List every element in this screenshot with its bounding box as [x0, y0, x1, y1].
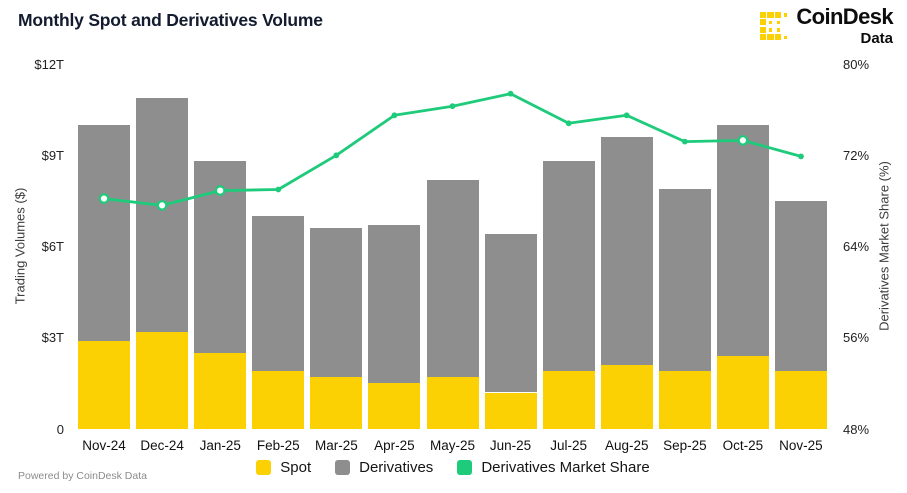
logo-pixel	[782, 26, 790, 34]
right-tick-56: 56%	[843, 330, 870, 346]
x-axis-label-Jan-25: Jan-25	[199, 438, 241, 453]
market-share-marker-Aug-25[interactable]	[623, 112, 630, 119]
bar-spot-Nov-25[interactable]	[775, 371, 827, 429]
bar-spot-Jul-25[interactable]	[542, 371, 595, 429]
market-share-marker-Dec-24[interactable]	[156, 200, 168, 211]
coindesk-pixel-c-icon	[759, 11, 789, 41]
left-tick-9T: $9T	[41, 147, 64, 163]
left-tick-6T: $6T	[41, 239, 64, 254]
logo-pixel	[782, 11, 790, 19]
logo-pixel	[759, 19, 767, 27]
right-axis-title: Derivatives Market Share (%)	[876, 161, 892, 331]
left-tick-3T: $3T	[41, 330, 64, 346]
bar-derivatives-May-25[interactable]	[426, 179, 479, 378]
brand-text: CoinDesk Data	[796, 4, 893, 47]
logo-pixel	[774, 11, 782, 19]
logo-pixel	[774, 26, 782, 34]
bar-derivatives-Oct-25[interactable]	[716, 124, 769, 356]
x-axis-label-May-25: May-25	[430, 438, 476, 453]
bar-spot-Oct-25[interactable]	[716, 356, 769, 429]
x-axis-label-Apr-25: Apr-25	[374, 438, 415, 453]
logo-pixel	[774, 34, 782, 42]
legend-label-market-share: Derivatives Market Share	[481, 459, 650, 476]
market-share-marker-Nov-25[interactable]	[798, 153, 804, 160]
brand-name: CoinDesk	[796, 4, 893, 29]
x-axis-label-Nov-25: Nov-25	[779, 438, 823, 453]
chart-title: Monthly Spot and Derivatives Volume	[18, 10, 323, 30]
logo-pixel	[767, 11, 775, 19]
market-share-marker-Mar-25[interactable]	[333, 152, 340, 159]
right-tick-48: 48%	[843, 421, 870, 437]
logo-pixel	[782, 19, 790, 27]
bar-derivatives-Jul-25[interactable]	[542, 161, 595, 372]
powered-by: Powered by CoinDesk Data	[18, 470, 147, 482]
bar-derivatives-Aug-25[interactable]	[600, 137, 653, 366]
market-share-marker-Jan-25[interactable]	[214, 185, 226, 196]
x-axis-label-Nov-24: Nov-24	[82, 438, 126, 453]
bar-derivatives-Feb-25[interactable]	[252, 216, 305, 372]
x-axis-label-Aug-25: Aug-25	[604, 438, 649, 453]
logo-pixel	[774, 19, 782, 27]
legend-item-market-share[interactable]: Derivatives Market Share	[457, 459, 650, 476]
legend-item-spot[interactable]: Spot	[256, 459, 311, 476]
bar-spot-Aug-25[interactable]	[600, 365, 653, 429]
market-share-marker-Sep-25[interactable]	[681, 138, 688, 145]
market-share-marker-Feb-25[interactable]	[275, 186, 282, 193]
bar-spot-Nov-24[interactable]	[78, 340, 130, 429]
spot-swatch-icon	[256, 460, 272, 475]
logo-pixel	[767, 34, 775, 42]
bar-spot-Sep-25[interactable]	[658, 371, 711, 429]
x-axis-label-Feb-25: Feb-25	[256, 438, 300, 453]
right-tick-64: 64%	[843, 239, 870, 254]
market-share-marker-Oct-25[interactable]	[737, 135, 749, 146]
market-share-marker-Nov-24[interactable]	[98, 193, 110, 204]
coindesk-logo[interactable]: CoinDesk Data	[759, 4, 894, 47]
legend: Spot Derivatives Derivatives Market Shar…	[75, 459, 831, 476]
bar-spot-Dec-24[interactable]	[136, 331, 189, 429]
x-axis-label-Oct-25: Oct-25	[722, 438, 764, 453]
right-tick-72: 72%	[843, 147, 870, 163]
market-share-marker-May-25[interactable]	[449, 103, 456, 110]
right-tick-80: 80%	[843, 56, 870, 72]
bar-derivatives-Mar-25[interactable]	[310, 228, 363, 378]
bar-derivatives-Nov-24[interactable]	[78, 124, 130, 341]
legend-label-derivatives: Derivatives	[359, 459, 434, 476]
brand-sub-data: Data	[860, 30, 893, 47]
logo-pixel	[759, 34, 767, 42]
bar-derivatives-Jun-25[interactable]	[484, 234, 537, 393]
x-axis-label-Sep-25: Sep-25	[663, 438, 707, 453]
logo-pixel	[767, 26, 775, 34]
derivatives-swatch-icon	[335, 460, 351, 475]
bar-derivatives-Dec-24[interactable]	[136, 97, 189, 332]
legend-item-derivatives[interactable]: Derivatives	[335, 459, 433, 476]
bar-spot-Apr-25[interactable]	[368, 383, 421, 429]
bar-derivatives-Sep-25[interactable]	[658, 188, 711, 372]
bar-spot-Jan-25[interactable]	[194, 353, 247, 429]
bar-spot-Mar-25[interactable]	[310, 377, 363, 429]
logo-pixel	[782, 34, 790, 42]
bar-spot-Feb-25[interactable]	[252, 371, 305, 429]
x-axis-label-Jul-25: Jul-25	[550, 438, 588, 453]
logo-pixel	[759, 11, 767, 19]
x-axis-label-Mar-25: Mar-25	[314, 438, 358, 453]
logo-pixel	[767, 19, 775, 27]
bar-spot-May-25[interactable]	[426, 377, 479, 429]
x-axis-label-Jun-25: Jun-25	[489, 438, 532, 453]
bar-spot-Jun-25[interactable]	[484, 392, 537, 429]
market-share-marker-Apr-25[interactable]	[391, 112, 398, 119]
x-axis-label-Dec-24: Dec-24	[140, 438, 184, 453]
legend-label-spot: Spot	[280, 459, 312, 476]
logo-pixel	[759, 26, 767, 34]
market-share-marker-Jul-25[interactable]	[565, 120, 572, 127]
bar-derivatives-Nov-25[interactable]	[775, 200, 827, 372]
bar-derivatives-Apr-25[interactable]	[368, 225, 421, 384]
left-tick-0: 0	[56, 421, 64, 437]
left-tick-12T: $12T	[34, 56, 64, 72]
market-share-marker-Jun-25[interactable]	[507, 90, 514, 97]
market-share-swatch-icon	[457, 460, 473, 475]
